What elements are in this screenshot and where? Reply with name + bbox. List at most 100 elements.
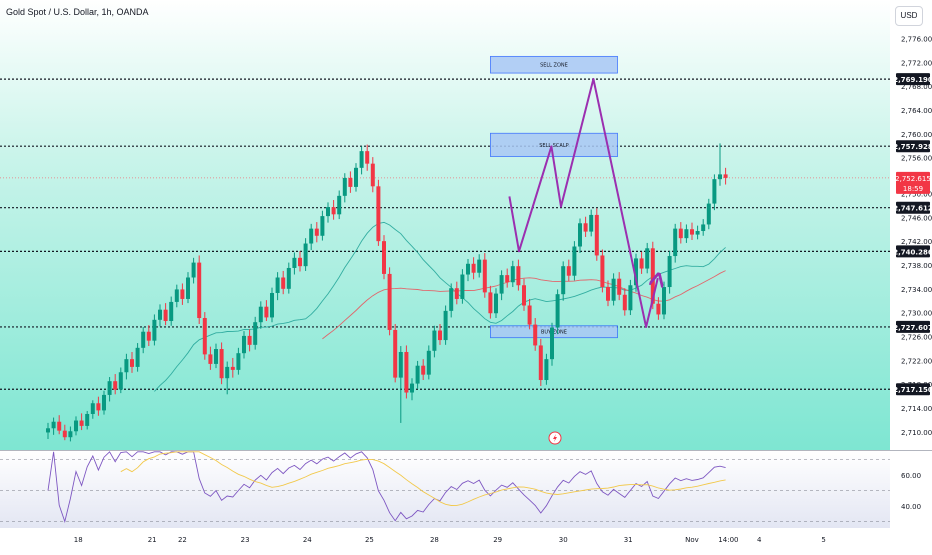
candle-body (51, 421, 56, 429)
candle (634, 253, 638, 292)
candle-body (303, 243, 308, 267)
candle (443, 305, 448, 345)
candle (460, 269, 465, 304)
candle-body (197, 262, 202, 319)
candle (578, 218, 582, 254)
candle-body (230, 366, 235, 370)
rsi-tick-label: 60.00 (901, 472, 921, 480)
candle (174, 284, 179, 308)
candle-body (645, 248, 650, 269)
candle (673, 223, 678, 263)
candle (96, 396, 101, 416)
candle (600, 249, 605, 293)
rsi-pane-background (0, 451, 890, 528)
candle (152, 314, 157, 346)
candle-body (611, 278, 616, 301)
candle-body (690, 229, 694, 235)
candle (186, 272, 190, 304)
candle (365, 144, 370, 171)
candle-body (617, 278, 622, 295)
candle-body (410, 383, 414, 393)
main-pane-background (0, 0, 890, 450)
candle (723, 167, 728, 185)
candle (712, 174, 717, 211)
candle-body (510, 266, 515, 283)
candle (415, 360, 420, 389)
candle-body (141, 331, 146, 348)
candle (376, 179, 381, 246)
candle (589, 209, 594, 237)
y-tick-label: 2,714.000 (901, 405, 932, 413)
candle-body (555, 294, 560, 328)
candle (326, 202, 330, 223)
candle-body (628, 285, 633, 311)
y-tick-label: 2,772.000 (901, 59, 932, 67)
candle-body (398, 351, 403, 378)
candle-body (124, 359, 129, 373)
currency-button[interactable]: USD (895, 6, 923, 26)
candle (561, 261, 566, 301)
candle (286, 262, 291, 294)
candle (141, 326, 146, 354)
candle (74, 416, 78, 436)
candle-body (454, 288, 459, 299)
candle-body (488, 292, 493, 314)
candle-body (404, 351, 409, 393)
candle-body (57, 421, 62, 431)
level-price-label: 2,747.612 (893, 205, 932, 213)
candle-body (314, 228, 319, 236)
candle-body (348, 177, 353, 187)
level-price-box (896, 201, 930, 214)
candle (370, 157, 375, 193)
candle (258, 301, 263, 329)
candle (706, 198, 711, 230)
projection-arrow (508, 78, 657, 328)
candle (482, 253, 487, 298)
x-tick-label: 24 (303, 536, 312, 544)
level-price-label: 2,727.607 (893, 324, 932, 332)
lightning-icon[interactable] (548, 431, 562, 445)
x-tick-label: 28 (430, 536, 439, 544)
candle (57, 415, 62, 435)
x-tick-label: 29 (493, 536, 502, 544)
candle (214, 343, 218, 369)
candle (522, 278, 526, 311)
candle-body (135, 347, 140, 367)
candle (701, 219, 706, 236)
x-tick-label: 4 (757, 536, 762, 544)
candle-body (583, 223, 588, 232)
candle-body (471, 263, 476, 273)
candle-body (225, 366, 230, 379)
candle-body (622, 294, 627, 311)
level-price-label: 2,717.150 (893, 386, 932, 394)
candle (298, 251, 302, 272)
candle (617, 272, 622, 301)
candle (135, 343, 140, 372)
candle (426, 345, 431, 380)
candle (594, 208, 599, 261)
candle (645, 242, 650, 274)
candle (348, 171, 353, 193)
candle-body (354, 167, 358, 187)
candle-body (606, 287, 610, 301)
candle-body (482, 259, 487, 293)
candle (606, 280, 610, 307)
candle-body (460, 274, 465, 299)
candle-body (74, 420, 78, 432)
candle (398, 346, 403, 423)
candle-body (723, 174, 728, 178)
candle-body (589, 214, 594, 232)
rsi-tick-label: 40.00 (901, 503, 921, 511)
candle-body (684, 229, 689, 239)
candle-body (130, 359, 134, 367)
candle (656, 297, 661, 320)
candle (432, 325, 437, 358)
candle-body (118, 372, 123, 390)
candle (718, 143, 722, 186)
candle (158, 304, 162, 327)
candle-body (466, 263, 470, 275)
y-tick-label: 2,742.000 (901, 238, 932, 246)
candle (583, 216, 588, 237)
candle (690, 222, 694, 240)
